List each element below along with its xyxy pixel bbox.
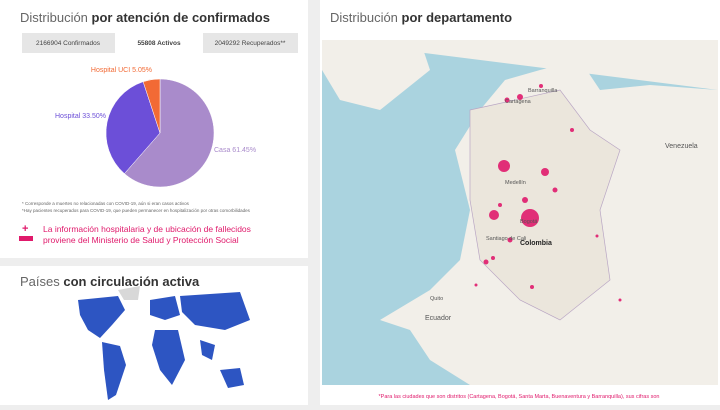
map-land (322, 40, 430, 110)
map-label: Cartagena (505, 99, 532, 105)
value-label: 61.45% (232, 147, 256, 154)
map-label: Bogotá (520, 219, 538, 225)
map-label: Venezuela (665, 143, 698, 150)
active-tab (115, 33, 203, 53)
pie-slice (124, 78, 215, 188)
pie-slice (142, 78, 161, 134)
map-label: Ecuador (425, 315, 452, 322)
panel-title: Países con circulación activa (20, 274, 200, 289)
category-label: Hospital (55, 113, 81, 120)
country-border (469, 89, 621, 321)
map-label: Medellín (505, 180, 526, 186)
notice: La información hospitalaria y de ubicaci… (43, 224, 251, 234)
tab[interactable]: 2049292 Recuperados** (215, 40, 286, 47)
panel-title: Distribución por atención de confirmados (20, 10, 270, 25)
title-bold: con circulación activa (63, 274, 200, 289)
slice-label: Hospital UCI 5.05% (91, 67, 152, 74)
tab[interactable]: 55808 Activos (137, 40, 181, 47)
category-label: Hospital UCI (91, 67, 130, 74)
map-footer: *Para las ciudades que son distritos (Ca… (379, 394, 660, 400)
title-light: Distribución (330, 10, 398, 25)
slice-label: Hospital 33.50% (55, 113, 106, 120)
map-label: Barranquilla (528, 88, 558, 94)
map-label: Colombia (520, 240, 552, 247)
map-bubbles (474, 84, 622, 302)
title-bold: por departamento (402, 10, 513, 25)
world-map (78, 286, 250, 400)
footnote: * Corresponde a muertes no relacionadas … (22, 201, 190, 206)
title-light: Distribución (20, 10, 88, 25)
bed-icon (19, 236, 33, 241)
title-bold: por atención de confirmados (92, 10, 270, 25)
category-label: Casa (214, 147, 230, 154)
panel-title: Distribución por departamento (330, 10, 512, 25)
value-label: 33.50% (82, 113, 106, 120)
tab[interactable]: 2166904 Confirmados (36, 40, 101, 47)
notice: proviene del Ministerio de Salud y Prote… (43, 235, 239, 245)
title-light: Países (20, 274, 60, 289)
map-label: Santiago de Cali (486, 236, 526, 242)
value-label: 5.05% (132, 67, 152, 74)
map-label: Quito (430, 296, 443, 302)
pie-slice (105, 81, 161, 174)
slice-label: Casa 61.45% (214, 147, 256, 154)
notice-icon: + (22, 223, 28, 235)
footnote: *Hay pacientes recuperados para COVID-19… (22, 208, 251, 213)
